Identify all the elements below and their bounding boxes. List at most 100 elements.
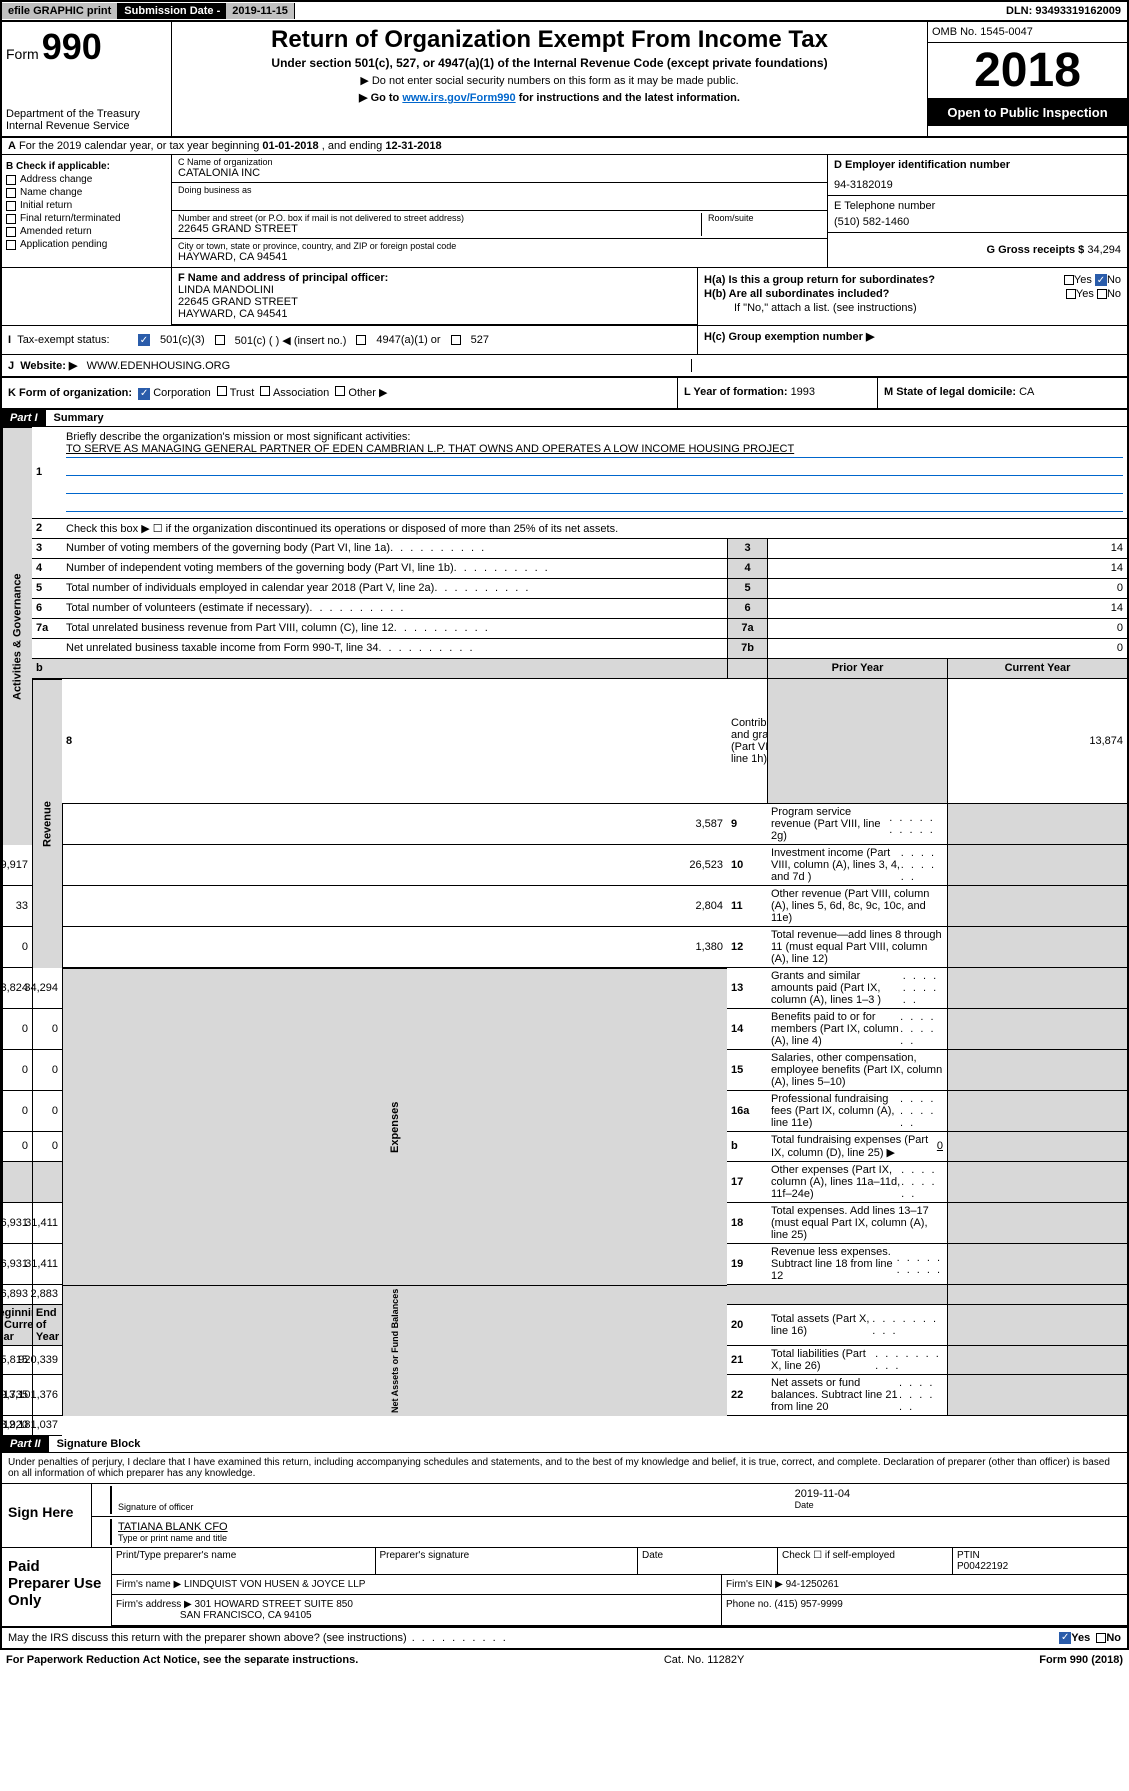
check-name-change[interactable]: Name change	[6, 187, 167, 198]
prep-name-label: Print/Type preparer's name	[112, 1548, 375, 1575]
discuss-no-check[interactable]	[1096, 1633, 1106, 1643]
omb-number: OMB No. 1545-0047	[928, 22, 1127, 43]
phone-label: E Telephone number	[834, 200, 1121, 212]
row-f-h: F Name and address of principal officer:…	[0, 268, 1129, 326]
website-value: WWW.EDENHOUSING.ORG	[87, 360, 231, 372]
col-end-year: End of Year	[32, 1305, 62, 1346]
year-formation: L Year of formation: 1993	[677, 378, 877, 408]
row15-prior: 0	[2, 1091, 32, 1132]
check-application-pending[interactable]: Application pending	[6, 239, 167, 250]
arrow-icon	[92, 1486, 112, 1514]
top-bar: efile GRAPHIC print Submission Date - 20…	[0, 0, 1129, 22]
website-label: Website: ▶	[20, 360, 77, 372]
row13-desc: Grants and similar amounts paid (Part IX…	[767, 968, 947, 1009]
efile-print-button[interactable]: efile GRAPHIC print	[2, 3, 118, 19]
city-label: City or town, state or province, country…	[178, 241, 821, 251]
row7a-desc: Total unrelated business revenue from Pa…	[62, 619, 727, 639]
discuss-yes-check[interactable]: ✓	[1059, 1632, 1071, 1644]
ein-value: 94-3182019	[834, 179, 1121, 191]
firm-name-field: Firm's name ▶ LINDQUIST VON HUSEN & JOYC…	[112, 1575, 721, 1595]
section-b-checkboxes: B Check if applicable: Address change Na…	[2, 155, 172, 267]
side-label-ag: Activities & Governance	[2, 427, 32, 845]
row11-current: 1,380	[62, 927, 727, 968]
principal-officer: F Name and address of principal officer:…	[172, 268, 697, 325]
hb-yes-check[interactable]	[1066, 289, 1076, 299]
officer-signature-field[interactable]: Signature of officer	[112, 1486, 789, 1514]
ha-yes-check[interactable]	[1064, 275, 1074, 285]
row7b-val: 0	[767, 639, 1127, 659]
tax-status-row: I Tax-exempt status: ✓501(c)(3) 501(c) (…	[0, 326, 1129, 355]
hb-label: H(b) Are all subordinates included?	[704, 288, 1066, 300]
ha-label: H(a) Is this a group return for subordin…	[704, 274, 1064, 286]
section-a-tax-year: A For the 2019 calendar year, or tax yea…	[0, 138, 1129, 155]
col-begin-year: Beginning of Current Year	[2, 1305, 32, 1346]
ein-label: D Employer identification number	[834, 159, 1121, 171]
footer-row: For Paperwork Reduction Act Notice, see …	[0, 1650, 1129, 1670]
part2-badge: Part II	[2, 1436, 49, 1452]
check-trust[interactable]	[217, 386, 227, 396]
row3-desc: Number of voting members of the governin…	[62, 539, 727, 559]
check-final-return[interactable]: Final return/terminated	[6, 213, 167, 224]
firm-address-field: Firm's address ▶ 301 HOWARD STREET SUITE…	[112, 1595, 721, 1626]
check-501c[interactable]	[215, 335, 225, 345]
mission-block: Briefly describe the organization's miss…	[62, 427, 1127, 519]
row6-desc: Total number of volunteers (estimate if …	[62, 599, 727, 619]
street-value: 22645 GRAND STREET	[178, 223, 701, 235]
website-row: J Website: ▶ WWW.EDENHOUSING.ORG	[0, 355, 1129, 378]
check-corporation[interactable]: ✓	[138, 388, 150, 400]
discuss-row: May the IRS discuss this return with the…	[0, 1628, 1129, 1650]
check-other[interactable]	[335, 386, 345, 396]
section-c-org: C Name of organization CATALONIA INC Doi…	[172, 155, 827, 267]
header-right: OMB No. 1545-0047 2018 Open to Public In…	[927, 22, 1127, 136]
check-address-change[interactable]: Address change	[6, 174, 167, 185]
part1-table: Activities & Governance 1 Briefly descri…	[0, 427, 1129, 1436]
check-501c3[interactable]: ✓	[138, 334, 150, 346]
header-left: Form 990 Department of the Treasury Inte…	[2, 22, 172, 136]
row14-current: 0	[32, 1050, 62, 1091]
catalog-number: Cat. No. 11282Y	[565, 1654, 844, 1666]
city-value: HAYWARD, CA 94541	[178, 251, 821, 263]
check-association[interactable]	[260, 386, 270, 396]
part2-header-row: Part II Signature Block	[0, 1436, 1129, 1453]
gross-receipts-value: 34,294	[1087, 244, 1121, 256]
row22-desc: Net assets or fund balances. Subtract li…	[767, 1375, 947, 1416]
ha-no-check[interactable]: ✓	[1095, 274, 1107, 286]
check-527[interactable]	[451, 335, 461, 345]
row20-end: 920,339	[32, 1346, 62, 1375]
row7a-val: 0	[767, 619, 1127, 639]
row9-desc: Program service revenue (Part VIII, line…	[767, 804, 947, 845]
row9-prior: 29,917	[2, 845, 32, 886]
row5-desc: Total number of individuals employed in …	[62, 579, 727, 599]
tax-year: 2018	[928, 43, 1127, 99]
row17-current: 31,411	[32, 1203, 62, 1244]
row16b-desc: Total fundraising expenses (Part IX, col…	[767, 1132, 947, 1162]
paperwork-notice: For Paperwork Reduction Act Notice, see …	[6, 1654, 565, 1666]
row14-prior: 0	[2, 1050, 32, 1091]
suite-label: Room/suite	[708, 213, 821, 223]
phone-value: (510) 582-1460	[834, 216, 1121, 228]
row18-desc: Total expenses. Add lines 13–17 (must eq…	[767, 1203, 947, 1244]
check-amended-return[interactable]: Amended return	[6, 226, 167, 237]
row-klm: K Form of organization: ✓ Corporation Tr…	[0, 378, 1129, 410]
row4-desc: Number of independent voting members of …	[62, 559, 727, 579]
hb-note: If "No," attach a list. (see instruction…	[704, 302, 1121, 314]
row16a-prior: 0	[2, 1132, 32, 1162]
prep-self-employed[interactable]: Check ☐ if self-employed	[777, 1548, 952, 1575]
row17-desc: Other expenses (Part IX, column (A), lin…	[767, 1162, 947, 1203]
row8-desc: Contributions and grants (Part VIII, lin…	[727, 679, 767, 804]
row15-current: 0	[32, 1091, 62, 1132]
paid-preparer-label: Paid Preparer Use Only	[2, 1548, 112, 1626]
street-label: Number and street (or P.O. box if mail i…	[178, 213, 701, 223]
irs-link[interactable]: www.irs.gov/Form990	[402, 92, 515, 104]
row5-val: 0	[767, 579, 1127, 599]
row14-desc: Benefits paid to or for members (Part IX…	[767, 1009, 947, 1050]
subtitle-link: ▶ Go to www.irs.gov/Form990 for instruct…	[176, 91, 923, 104]
hb-no-check[interactable]	[1097, 289, 1107, 299]
ptin-cell: PTINP00422192	[952, 1548, 1127, 1575]
form-organization: K Form of organization: ✓ Corporation Tr…	[2, 378, 677, 408]
row10-current: 2,804	[62, 886, 727, 927]
row15-desc: Salaries, other compensation, employee b…	[767, 1050, 947, 1091]
check-initial-return[interactable]: Initial return	[6, 200, 167, 211]
firm-phone-field: Phone no. (415) 957-9999	[721, 1595, 1127, 1626]
check-4947[interactable]	[356, 335, 366, 345]
